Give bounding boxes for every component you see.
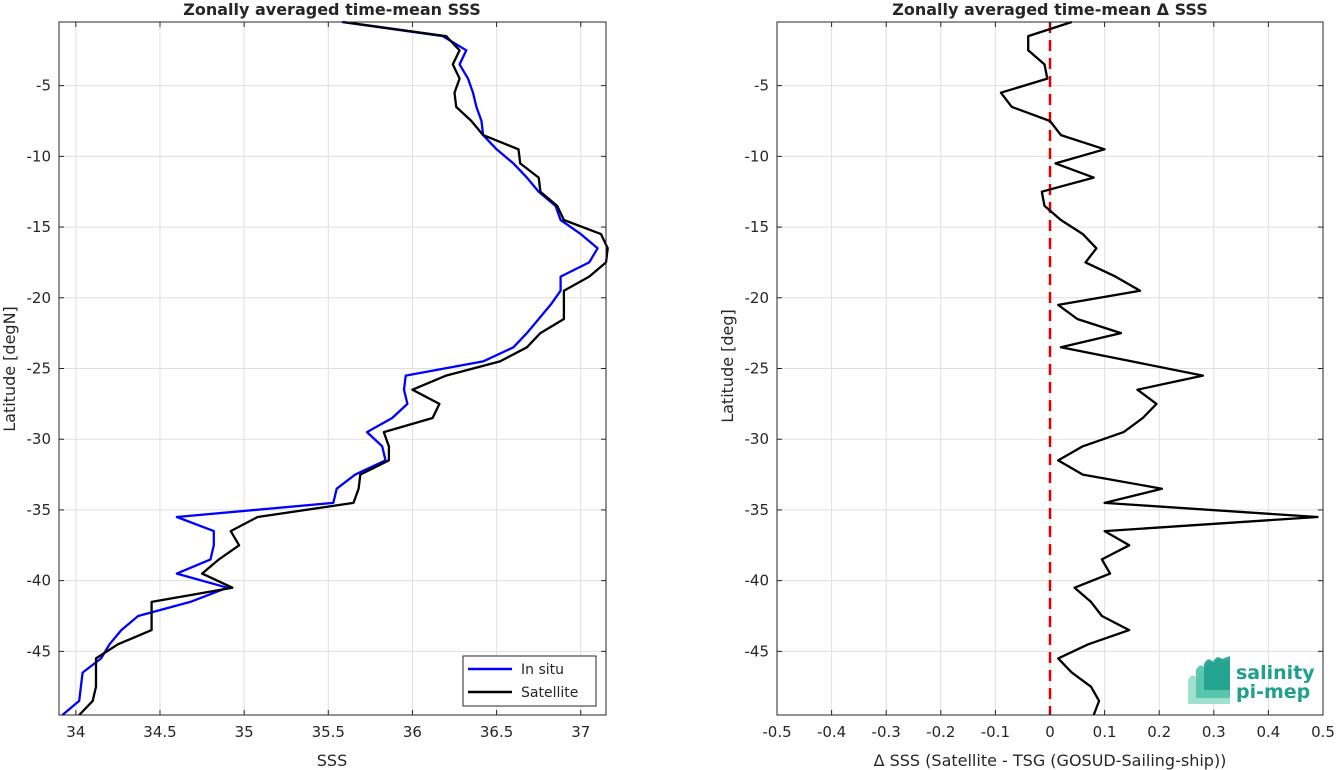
right-x-axis-label: Δ SSS (Satellite - TSG (GOSUD-Sailing-sh… — [874, 751, 1227, 770]
right-x-tick-label: 0 — [1045, 723, 1055, 741]
right-x-tick-label: 0.1 — [1093, 723, 1117, 741]
right-x-tick-label: 0.5 — [1311, 723, 1335, 741]
right-x-tick-label: 0.2 — [1147, 723, 1171, 741]
salinity-pi-mep-logo: salinity pi-mep — [1188, 656, 1315, 704]
right-x-tick-label: -0.2 — [926, 723, 955, 741]
right-x-tick-label: -0.1 — [981, 723, 1010, 741]
left-y-tick-label: -35 — [27, 501, 52, 519]
right-ticks — [776, 22, 1324, 715]
left-x-axis-label: SSS — [317, 751, 347, 770]
left-data-lines — [61, 20, 609, 716]
left-y-tick-label: -5 — [36, 77, 51, 95]
legend-label-in-situ: In situ — [521, 662, 564, 678]
left-tick-labels: 34 34.5 35 35.5 36 36.5 37 -5 -10 -15 -20 -25 -30 -35… — [27, 77, 591, 741]
left-y-axis-label: Latitude [degN] — [0, 306, 19, 432]
left-y-tick-label: -45 — [27, 642, 52, 660]
left-x-tick-label: 36 — [403, 723, 422, 741]
right-tick-labels: -0.5 -0.4 -0.3 -0.2 -0.1 0 0.1 0.2 0.3 0.4 0.5 -5 -1… — [745, 77, 1335, 741]
right-y-tick-label: -25 — [745, 360, 770, 378]
right-x-tick-label: 0.4 — [1256, 723, 1280, 741]
left-x-tick-label: 37 — [571, 723, 590, 741]
left-y-tick-label: -40 — [27, 572, 52, 590]
right-y-tick-label: -45 — [745, 642, 770, 660]
left-panel-sss-profile: 34 34.5 35 35.5 36 36.5 37 -5 -10 -15 -20 -25 -30 -35… — [0, 0, 609, 770]
right-data-lines — [999, 20, 1319, 716]
right-x-tick-label: -0.4 — [817, 723, 846, 741]
left-x-tick-label: 35 — [235, 723, 254, 741]
right-chart-title: Zonally averaged time-mean Δ SSS — [892, 0, 1208, 19]
left-y-tick-label: -15 — [27, 218, 52, 236]
left-grid — [59, 22, 606, 715]
left-ticks — [59, 22, 606, 715]
right-x-tick-label: 0.3 — [1202, 723, 1226, 741]
left-x-tick-label: 36.5 — [480, 723, 513, 741]
left-x-tick-label: 35.5 — [312, 723, 345, 741]
left-y-tick-label: -30 — [27, 430, 52, 448]
right-series-line-delta-sss — [999, 20, 1319, 716]
logo-wave-graphic — [1188, 656, 1230, 704]
legend-label-satellite: Satellite — [521, 685, 578, 701]
logo-text-salinity: salinity — [1236, 662, 1315, 684]
right-y-tick-label: -35 — [745, 501, 770, 519]
left-y-tick-label: -10 — [27, 147, 52, 165]
right-y-tick-label: -20 — [745, 289, 770, 307]
right-y-tick-label: -30 — [745, 430, 770, 448]
left-chart-title: Zonally averaged time-mean SSS — [183, 0, 481, 19]
left-x-tick-label: 34 — [66, 723, 85, 741]
left-y-tick-label: -20 — [27, 289, 52, 307]
legend-box — [462, 655, 597, 707]
right-x-tick-label: -0.3 — [872, 723, 901, 741]
left-series-line-satellite — [78, 20, 609, 716]
left-x-tick-label: 34.5 — [143, 723, 176, 741]
right-y-tick-label: -10 — [745, 147, 770, 165]
right-y-tick-label: -5 — [754, 77, 769, 95]
left-y-tick-label: -25 — [27, 360, 52, 378]
right-panel-delta-sss-profile: -0.5 -0.4 -0.3 -0.2 -0.1 0 0.1 0.2 0.3 0.4 0.5 -5 -1… — [718, 0, 1335, 770]
right-x-tick-label: -0.5 — [762, 723, 791, 741]
legend: In situ Satellite — [462, 655, 597, 707]
right-y-tick-label: -15 — [745, 218, 770, 236]
logo-text-pi-mep: pi-mep — [1236, 681, 1310, 703]
left-series-line-in-situ — [61, 20, 599, 716]
right-y-axis-label: Latitude [deg] — [718, 309, 737, 423]
right-y-tick-label: -40 — [745, 572, 770, 590]
